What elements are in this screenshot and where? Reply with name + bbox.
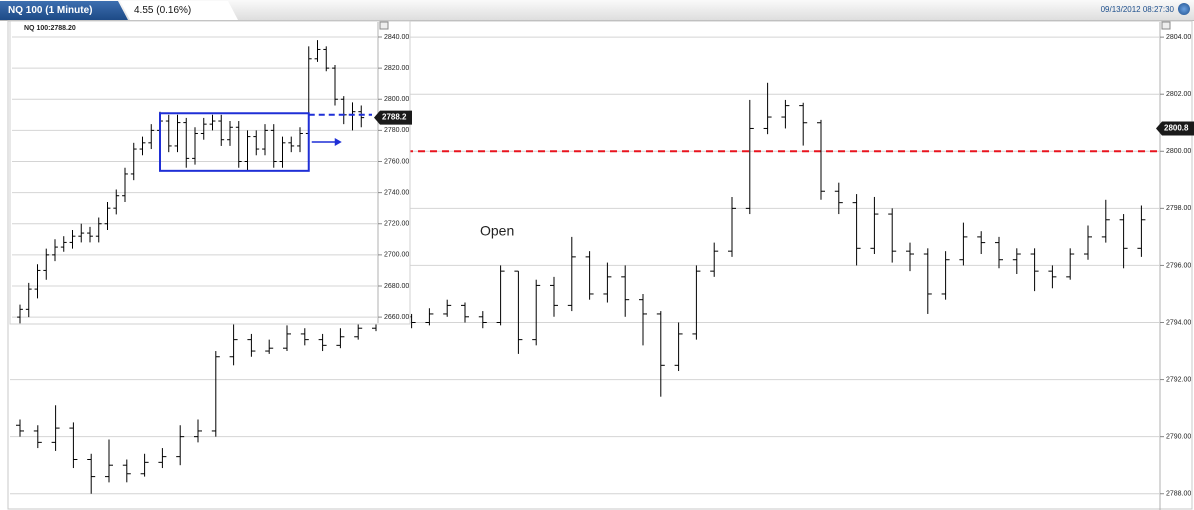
panel-button[interactable] bbox=[1161, 21, 1171, 30]
y-tick-label: 2740.00 bbox=[384, 189, 409, 196]
y-tick-label: 2720.00 bbox=[384, 221, 409, 228]
y-tick-label: 2820.00 bbox=[384, 65, 409, 72]
price-marker bbox=[374, 110, 412, 125]
y-tick-label: 2788.00 bbox=[1166, 491, 1191, 498]
instrument-tab[interactable]: NQ 100 (1 Minute) bbox=[0, 1, 128, 20]
y-tick-label: 2800.00 bbox=[1166, 148, 1191, 155]
timestamp: 09/13/2012 08:27:30 bbox=[1100, 5, 1174, 14]
y-tick-label: 2840.00 bbox=[384, 34, 409, 41]
annotation: Open bbox=[480, 223, 514, 239]
price-marker-label: 2800.8 bbox=[1164, 124, 1189, 133]
highlight-box bbox=[159, 112, 310, 172]
y-tick-label: 2802.00 bbox=[1166, 91, 1191, 98]
y-tick-label: 2800.00 bbox=[384, 96, 409, 103]
y-tick-label: 2700.00 bbox=[384, 252, 409, 259]
inset-title: NQ 100:2788.20 bbox=[24, 25, 76, 32]
y-tick-label: 2804.00 bbox=[1166, 34, 1191, 41]
arrow-head bbox=[334, 138, 342, 147]
y-tick-label: 2760.00 bbox=[384, 158, 409, 165]
price-marker bbox=[1156, 121, 1194, 136]
change-tab[interactable]: 4.55 (0.16%) bbox=[120, 1, 238, 20]
y-tick-label: 2792.00 bbox=[1166, 376, 1191, 383]
panel-button[interactable] bbox=[379, 21, 389, 30]
y-tick-label: 2790.00 bbox=[1166, 434, 1191, 441]
y-tick-label: 2660.00 bbox=[384, 314, 409, 321]
y-tick-label: 2796.00 bbox=[1166, 262, 1191, 269]
header-bar: NQ 100 (1 Minute) 4.55 (0.16%) 09/13/201… bbox=[0, 0, 1194, 21]
inset-panel bbox=[9, 20, 411, 325]
y-tick-label: 2794.00 bbox=[1166, 319, 1191, 326]
y-tick-label: 2680.00 bbox=[384, 283, 409, 290]
price-marker-label: 2788.2 bbox=[382, 113, 407, 122]
y-tick-label: 2798.00 bbox=[1166, 205, 1191, 212]
y-tick-label: 2780.00 bbox=[384, 127, 409, 134]
settings-icon[interactable] bbox=[1178, 3, 1190, 15]
